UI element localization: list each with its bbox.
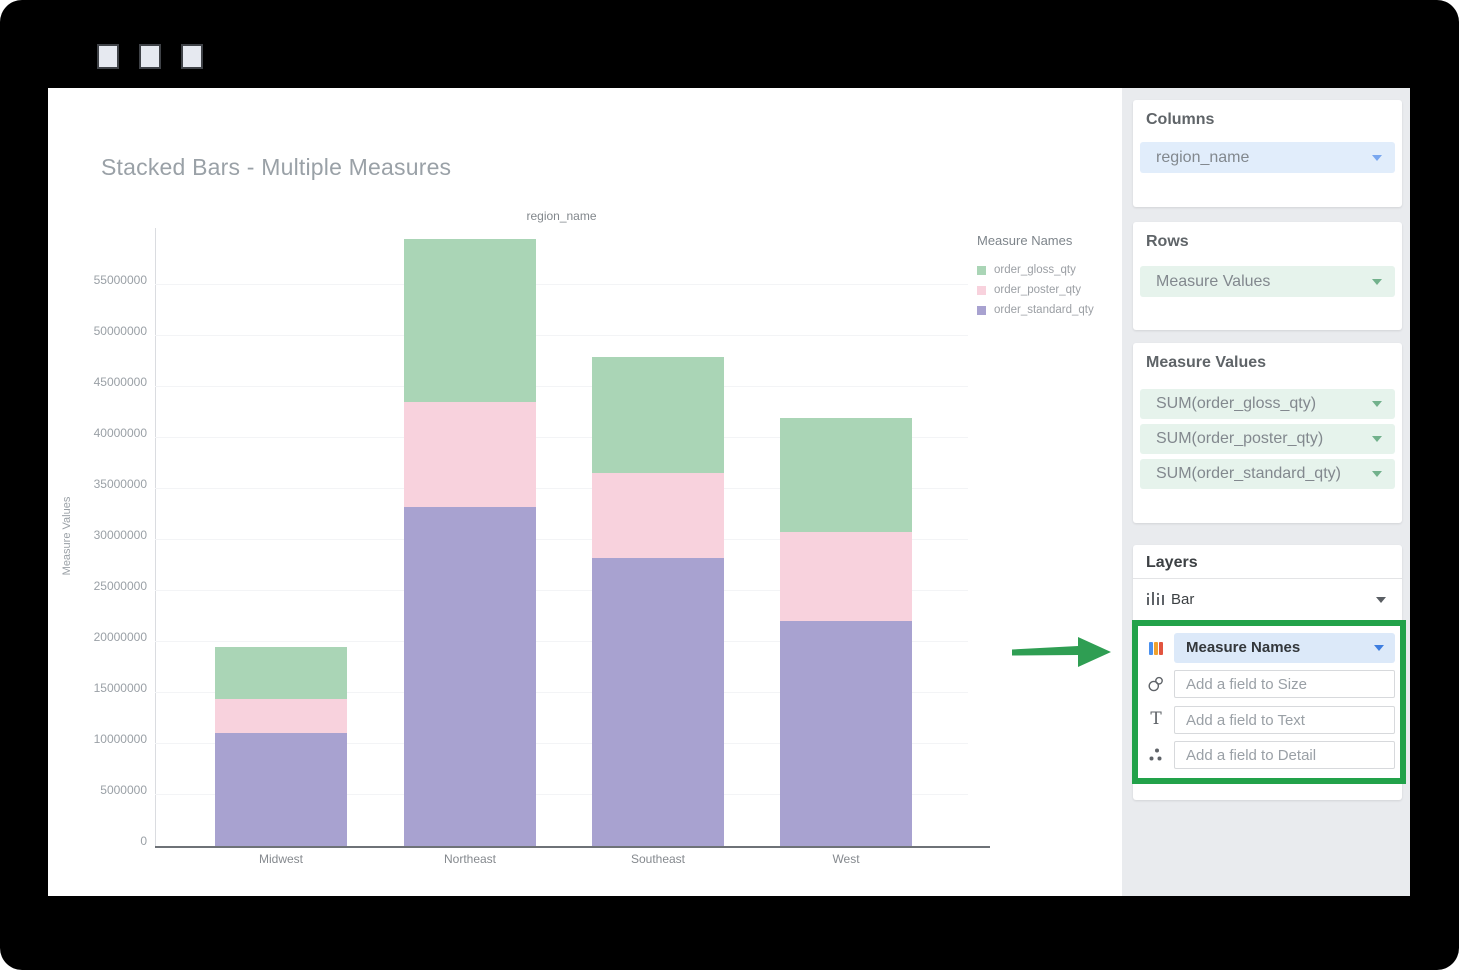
legend-item-label: order_standard_qty [994, 304, 1094, 316]
y-tick-label: 5000000 [100, 783, 147, 797]
color-icon [1149, 642, 1163, 655]
gridline [155, 590, 968, 591]
measure-values-panel: Measure Values SUM(order_gloss_qty) SUM(o… [1133, 343, 1402, 523]
legend: Measure Names order_gloss_qty order_poste… [977, 233, 1094, 320]
y-tick-label: 45000000 [93, 375, 147, 389]
bar-segment-order_poster_qty-southeast[interactable] [592, 472, 724, 559]
legend-swatch-icon [977, 265, 986, 275]
columns-panel-title: Columns [1146, 111, 1215, 128]
y-tick-label: 50000000 [93, 324, 147, 338]
gridline [155, 641, 968, 642]
gridline [155, 284, 968, 285]
gridline [155, 692, 968, 693]
gridline [155, 743, 968, 744]
gridline [155, 539, 968, 540]
chevron-down-icon [1372, 401, 1382, 407]
gridline [155, 335, 968, 336]
y-tick-label: 40000000 [93, 426, 147, 440]
gridline [155, 488, 968, 489]
x-tick-label: West [832, 852, 860, 866]
window-button-3[interactable] [181, 44, 203, 69]
y-tick-label: 55000000 [93, 273, 147, 287]
bar-segment-order_standard_qty-northeast[interactable] [404, 507, 536, 846]
bar-segment-order_standard_qty-southeast[interactable] [592, 558, 724, 846]
measure-value-pill[interactable]: SUM(order_poster_qty) [1140, 424, 1395, 454]
chevron-down-icon [1372, 471, 1382, 477]
bar-segment-order_standard_qty-midwest[interactable] [215, 732, 347, 846]
legend-title: Measure Names [977, 233, 1073, 248]
measure-value-label: SUM(order_standard_qty) [1156, 465, 1341, 482]
gridline [155, 437, 968, 438]
legend-item[interactable]: order_standard_qty [977, 300, 1094, 320]
columns-field-label: region_name [1156, 149, 1250, 166]
measure-value-pill[interactable]: SUM(order_gloss_qty) [1140, 389, 1395, 419]
plot-area: 0 5000000 10000000 15000000 20000000 25000000… [94, 228, 990, 866]
bar-segment-order_poster_qty-west[interactable] [780, 531, 912, 621]
window-button-2[interactable] [139, 44, 161, 69]
gridline [155, 386, 968, 387]
legend-item-label: order_poster_qty [994, 284, 1081, 296]
bar-segment-order_poster_qty-midwest[interactable] [215, 699, 347, 733]
chevron-down-icon [1372, 279, 1382, 285]
columns-field-pill[interactable]: region_name [1140, 142, 1395, 173]
x-tick-label: Northeast [443, 852, 497, 866]
gridline [155, 794, 968, 795]
legend-item-label: order_gloss_qty [994, 264, 1076, 276]
bar-segment-order_gloss_qty-midwest[interactable] [215, 647, 347, 700]
x-tick-label: Southeast [630, 852, 686, 866]
text-field-input[interactable] [1174, 706, 1395, 734]
bar-segment-order_gloss_qty-west[interactable] [780, 417, 912, 532]
size-icon [1148, 676, 1163, 692]
bar-segment-order_poster_qty-northeast[interactable] [404, 402, 536, 508]
y-tick-label: 15000000 [93, 681, 147, 695]
column-facet-header: region_name [526, 209, 597, 223]
detail-field-input[interactable] [1174, 741, 1395, 769]
chevron-down-icon [1372, 436, 1382, 442]
chevron-down-icon [1372, 155, 1382, 161]
measure-value-pill[interactable]: SUM(order_standard_qty) [1140, 459, 1395, 489]
y-tick-label: 20000000 [93, 630, 147, 644]
legend-item[interactable]: order_poster_qty [977, 280, 1094, 300]
window-button-1[interactable] [97, 44, 119, 69]
measure-values-panel-title: Measure Values [1146, 354, 1267, 371]
layers-panel-title: Layers [1146, 554, 1198, 571]
size-field-input[interactable] [1174, 670, 1395, 698]
divider [1133, 578, 1402, 579]
text-icon: T [1150, 709, 1162, 729]
x-axis-line [155, 846, 990, 848]
legend-item[interactable]: order_gloss_qty [977, 260, 1094, 280]
bar-segment-order_standard_qty-west[interactable] [780, 620, 912, 846]
bar-chart-icon [1146, 592, 1164, 605]
annotation-highlight-box: Measure Names T [1132, 620, 1406, 784]
y-tick-label: 35000000 [93, 477, 147, 491]
layer-type-label[interactable]: Bar [1171, 591, 1195, 608]
rows-field-pill[interactable]: Measure Values [1140, 266, 1395, 297]
rows-field-label: Measure Values [1156, 273, 1271, 290]
columns-panel: Columns region_name [1133, 100, 1402, 207]
measure-value-label: SUM(order_gloss_qty) [1156, 395, 1317, 412]
bar-segment-order_gloss_qty-southeast[interactable] [592, 357, 724, 473]
chart-title: Stacked Bars - Multiple Measures [101, 154, 452, 180]
y-axis-line [155, 228, 156, 847]
legend-swatch-icon [977, 305, 986, 315]
legend-swatch-icon [977, 285, 986, 295]
y-tick-label: 25000000 [93, 579, 147, 593]
rows-panel: Rows Measure Values [1133, 222, 1402, 330]
color-field-pill[interactable]: Measure Names [1174, 633, 1395, 663]
annotation-arrow [1012, 637, 1111, 667]
detail-icon [1149, 748, 1162, 761]
bar-segment-order_gloss_qty-northeast[interactable] [404, 239, 536, 403]
chevron-down-icon [1374, 645, 1384, 651]
measure-value-label: SUM(order_poster_qty) [1156, 430, 1324, 447]
y-tick-label: 10000000 [93, 732, 147, 746]
y-tick-label: 30000000 [93, 528, 147, 542]
x-tick-label: Midwest [258, 852, 303, 866]
rows-panel-title: Rows [1146, 233, 1189, 250]
y-tick-label: 0 [140, 834, 147, 848]
chevron-down-icon[interactable] [1376, 597, 1386, 603]
color-field-label: Measure Names [1186, 639, 1301, 656]
